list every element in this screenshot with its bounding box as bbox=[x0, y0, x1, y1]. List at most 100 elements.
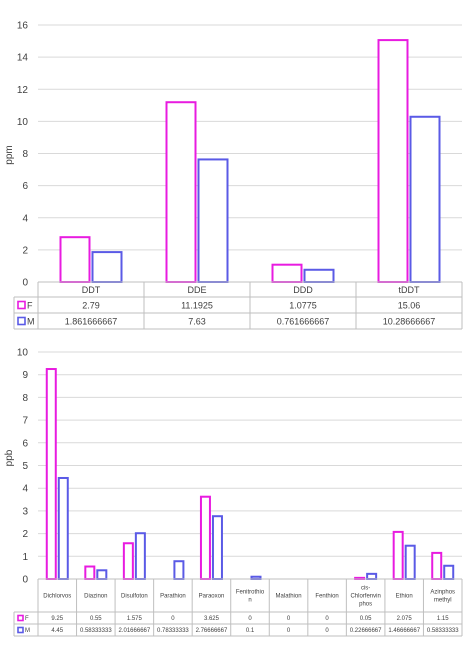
category-label: n bbox=[248, 598, 251, 604]
legend-label: F bbox=[25, 616, 29, 622]
category-label: phos bbox=[359, 602, 372, 608]
category-label: Dichlorvos bbox=[43, 594, 71, 600]
data-table-value: 0.55 bbox=[90, 616, 102, 622]
y-tick-label: 6 bbox=[22, 181, 28, 192]
legend-key-F bbox=[17, 614, 24, 622]
legend-key-M bbox=[17, 626, 24, 634]
category-label: Diazinon bbox=[84, 594, 107, 600]
category-label: Parathion bbox=[160, 594, 186, 600]
legend-key-M bbox=[17, 316, 26, 326]
y-tick-label: 0 bbox=[22, 575, 28, 586]
category-label: methyl bbox=[434, 598, 452, 604]
data-table-value: 4.45 bbox=[51, 628, 63, 634]
legend-key-F bbox=[17, 300, 26, 310]
data-table-value: 0 bbox=[248, 616, 252, 622]
category-label: Disulfoton bbox=[121, 594, 148, 600]
data-table-value: 2.01666667 bbox=[119, 628, 151, 634]
bar-M bbox=[211, 515, 223, 580]
data-table-value: 10.28666667 bbox=[383, 317, 436, 327]
y-tick-label: 14 bbox=[17, 53, 29, 64]
data-table-value: 1.861666667 bbox=[65, 317, 118, 327]
bar-F bbox=[165, 101, 197, 283]
data-table-value: 0 bbox=[325, 616, 329, 622]
data-table-value: 1.15 bbox=[437, 616, 449, 622]
bar-M bbox=[134, 532, 146, 581]
y-tick-label: 2 bbox=[22, 245, 28, 256]
data-table-value: 9.25 bbox=[51, 616, 63, 622]
bar-M bbox=[197, 158, 229, 284]
data-table-value: 0.05 bbox=[360, 616, 372, 622]
bar-M bbox=[91, 251, 123, 284]
data-table-value: 0.78333333 bbox=[157, 628, 189, 634]
legend-label: F bbox=[27, 301, 33, 311]
data-table-value: 0 bbox=[171, 616, 175, 622]
bar-M bbox=[57, 476, 69, 580]
y-tick-label: 4 bbox=[22, 213, 28, 224]
y-tick-label: 6 bbox=[22, 438, 28, 449]
data-table-value: 2.075 bbox=[397, 616, 413, 622]
data-table-value: 0.58333333 bbox=[427, 628, 459, 634]
legend-label: M bbox=[25, 628, 30, 634]
y-tick-label: 5 bbox=[22, 461, 28, 472]
y-tick-label: 8 bbox=[22, 149, 28, 160]
data-table-value: 15.06 bbox=[398, 301, 421, 311]
data-table-value: 2.79 bbox=[82, 301, 100, 311]
data-table-value: 0 bbox=[325, 628, 329, 634]
category-label: DDE bbox=[187, 285, 206, 295]
data-table-value: 11.1925 bbox=[181, 301, 213, 311]
data-table-value: 0 bbox=[287, 616, 291, 622]
category-label: cis- bbox=[361, 586, 370, 592]
data-table-value: 1.575 bbox=[127, 616, 143, 622]
category-label: DDT bbox=[82, 285, 101, 295]
data-table-value: 0.58333333 bbox=[80, 628, 112, 634]
data-table-value: 0.761666667 bbox=[277, 317, 330, 327]
category-label: Azinphos bbox=[430, 590, 455, 596]
category-label: Malathion bbox=[276, 594, 302, 600]
category-label: Chlorfenvin bbox=[350, 594, 380, 600]
y-tick-label: 16 bbox=[17, 21, 29, 32]
data-table-value: 2.76666667 bbox=[196, 628, 228, 634]
category-label: Ethion bbox=[396, 594, 413, 600]
bar-M bbox=[404, 544, 416, 580]
y-axis-title: ppb bbox=[4, 449, 15, 466]
bar-F bbox=[45, 368, 57, 580]
bar-M bbox=[173, 560, 185, 580]
category-label: Paraoxon bbox=[199, 594, 225, 600]
bar-M bbox=[409, 115, 441, 283]
y-tick-label: 10 bbox=[17, 117, 29, 128]
y-tick-label: 9 bbox=[22, 370, 28, 381]
legend-label: M bbox=[27, 317, 35, 327]
bar-F bbox=[431, 551, 443, 581]
y-tick-label: 0 bbox=[22, 278, 28, 289]
data-table-value: 1.46666667 bbox=[388, 628, 420, 634]
category-label: DDD bbox=[293, 285, 313, 295]
data-table-value: 0.22666667 bbox=[350, 628, 382, 634]
bar-F bbox=[392, 530, 404, 581]
data-table-value: 1.0775 bbox=[289, 301, 317, 311]
y-axis-title: ppm bbox=[4, 145, 15, 164]
category-label: tDDT bbox=[399, 285, 420, 295]
bar-M bbox=[443, 564, 455, 581]
y-tick-label: 10 bbox=[17, 348, 29, 359]
data-table-value: 0.1 bbox=[246, 628, 255, 634]
bar-F bbox=[59, 236, 91, 283]
bar-F bbox=[84, 565, 96, 581]
bar-F bbox=[122, 542, 134, 580]
y-tick-label: 4 bbox=[22, 484, 28, 495]
category-label: Fenitrothio bbox=[236, 590, 265, 596]
bar-M bbox=[96, 569, 108, 581]
data-table-value: 0 bbox=[287, 628, 291, 634]
bar-F bbox=[199, 495, 211, 580]
y-tick-label: 7 bbox=[22, 416, 28, 427]
y-tick-label: 2 bbox=[22, 529, 28, 540]
bar-M bbox=[303, 268, 335, 283]
data-table-value: 7.63 bbox=[188, 317, 206, 327]
data-table-value: 3.625 bbox=[204, 616, 220, 622]
y-tick-label: 3 bbox=[22, 506, 28, 517]
bar-F bbox=[377, 39, 409, 283]
y-tick-label: 1 bbox=[22, 552, 28, 563]
category-label: Fenthion bbox=[315, 594, 338, 600]
y-tick-label: 12 bbox=[17, 85, 29, 96]
bar-M bbox=[366, 572, 378, 581]
